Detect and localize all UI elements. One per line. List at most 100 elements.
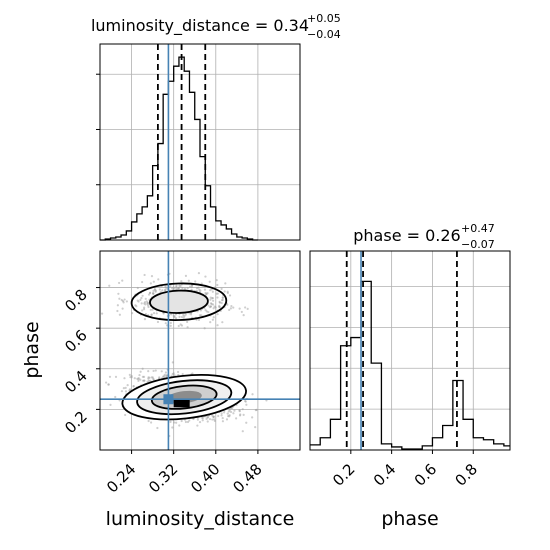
scatter-point — [188, 419, 191, 422]
scatter-point — [203, 327, 206, 330]
scatter-point — [169, 321, 172, 325]
ld-title-err-plus: +0.05 — [307, 12, 341, 25]
phase-hist-step — [310, 280, 510, 450]
scatter-point — [158, 288, 161, 291]
scatter-point — [147, 293, 151, 296]
scatter-point — [206, 291, 209, 295]
scatter-point — [251, 416, 254, 419]
scatter-point — [221, 296, 224, 299]
scatter-point — [184, 420, 188, 424]
scatter-point — [151, 308, 154, 311]
scatter-point — [160, 370, 163, 373]
scatter-point — [199, 289, 202, 292]
scatter-point — [146, 380, 149, 383]
scatter-point — [146, 302, 149, 305]
ld-marginal-axes: luminosity_distance = 0.34 +0.05 −0.04 — [91, 12, 341, 241]
scatter-point — [143, 302, 146, 305]
scatter-xtick-label: 0.32 — [145, 460, 181, 496]
scatter-point — [201, 417, 204, 420]
scatter-point — [225, 418, 229, 421]
scatter-point — [135, 305, 138, 308]
scatter-point — [242, 413, 245, 416]
phase-title-err-minus: −0.07 — [461, 238, 495, 251]
scatter-point — [144, 297, 147, 300]
scatter-point — [139, 370, 142, 373]
scatter-point — [180, 419, 183, 423]
ld-title: luminosity_distance = 0.34 — [91, 16, 309, 36]
scatter-point — [186, 287, 189, 290]
scatter-point — [227, 410, 230, 413]
scatter-point — [213, 419, 216, 422]
contour-high-inner — [149, 289, 209, 314]
scatter-point — [171, 361, 174, 364]
scatter-point — [216, 313, 219, 316]
scatter-point — [123, 377, 126, 380]
scatter-point — [147, 370, 150, 373]
scatter-point — [118, 313, 121, 316]
scatter-point — [128, 388, 132, 391]
scatter-point — [172, 372, 175, 375]
scatter-point — [200, 314, 203, 317]
scatter-point — [147, 377, 150, 380]
scatter-point — [212, 415, 215, 418]
scatter-point — [244, 400, 247, 403]
scatter-point — [154, 290, 157, 293]
scatter-point — [181, 372, 184, 376]
scatter-point — [230, 304, 233, 308]
scatter-point — [204, 275, 207, 278]
scatter-point — [136, 286, 139, 290]
scatter-point — [121, 299, 125, 303]
scatter-point — [122, 386, 125, 390]
scatter-point — [184, 274, 188, 277]
scatter-truth-marker — [163, 394, 174, 405]
scatter-point — [139, 378, 142, 381]
scatter-point — [175, 421, 178, 424]
scatter-point — [141, 294, 144, 297]
scatter-point — [153, 288, 157, 291]
scatter-point — [143, 318, 147, 321]
scatter-point — [207, 304, 210, 307]
scatter-point — [181, 286, 184, 290]
scatter-point — [147, 419, 150, 423]
scatter-point — [150, 376, 153, 379]
scatter-point — [204, 309, 207, 312]
scatter-point — [169, 324, 172, 327]
scatter-point — [141, 309, 144, 312]
scatter-point — [246, 307, 249, 311]
scatter-point — [190, 288, 193, 291]
scatter-point — [220, 414, 223, 417]
scatter-point — [216, 283, 219, 287]
scatter-point — [117, 292, 120, 295]
scatter-point — [216, 296, 219, 299]
scatter-point — [177, 324, 180, 328]
scatter-point — [173, 287, 176, 290]
scatter-point — [189, 313, 193, 316]
scatter-point — [251, 393, 254, 396]
scatter-point — [164, 285, 167, 288]
scatter-point — [117, 281, 121, 285]
scatter-point — [189, 285, 192, 288]
phase-title-err-plus: +0.47 — [461, 222, 495, 235]
scatter-point — [131, 312, 134, 315]
scatter-point — [186, 326, 189, 329]
scatter-point — [114, 375, 118, 378]
scatter-point — [197, 318, 201, 322]
scatter-point — [213, 305, 216, 308]
scatter-ytick-label: 0.8 — [61, 286, 91, 316]
scatter-point — [220, 287, 223, 290]
scatter-point — [238, 410, 241, 413]
scatter-point — [141, 367, 144, 370]
scatter-point — [169, 420, 172, 424]
scatter-point — [149, 282, 152, 285]
scatter-point — [126, 384, 129, 387]
scatter-point — [164, 371, 168, 374]
scatter-point — [186, 320, 189, 324]
scatter-point — [180, 324, 184, 327]
scatter-point — [224, 282, 227, 285]
scatter-point — [208, 417, 212, 421]
scatter-point — [177, 287, 180, 290]
scatter-point — [221, 416, 224, 420]
scatter-point — [218, 301, 222, 304]
scatter-point — [162, 375, 165, 378]
